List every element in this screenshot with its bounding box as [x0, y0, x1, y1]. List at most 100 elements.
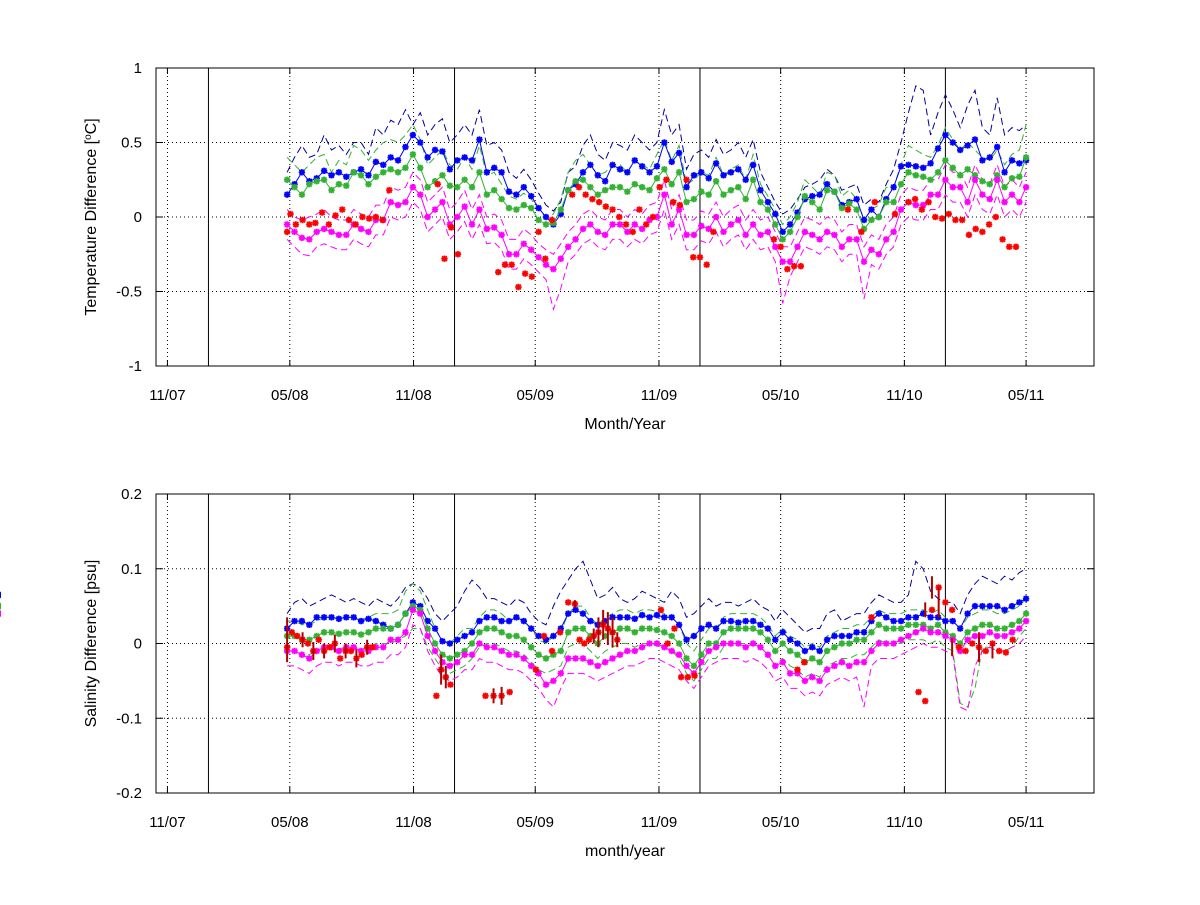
data-point: [735, 184, 742, 191]
data-point: [720, 172, 727, 179]
marker-stroke: [1012, 243, 1020, 250]
data-point: [298, 234, 306, 242]
marker-stroke: [964, 199, 971, 206]
marker-stroke: [576, 636, 583, 643]
data-point: [402, 198, 409, 206]
data-series: [283, 131, 1030, 236]
marker-stroke: [550, 651, 557, 658]
marker-stroke: [540, 632, 548, 640]
data-point: [905, 621, 912, 629]
marker-stroke: [468, 221, 476, 228]
marker-stroke: [934, 191, 942, 198]
data-point: [735, 216, 742, 224]
marker-stroke: [1001, 625, 1008, 632]
data-point: [339, 206, 346, 213]
marker-stroke: [1023, 610, 1030, 617]
marker-stroke: [409, 132, 416, 139]
marker-stroke: [498, 231, 505, 238]
data-point: [454, 184, 461, 191]
marker-stroke: [986, 629, 993, 636]
data-point: [638, 611, 646, 619]
data-point: [513, 632, 520, 640]
salinity-panel: 11/07 05/08 11/08 05/09 11/09 05/10 11/10 05/11…: [0, 486, 1095, 860]
data-point: [942, 157, 949, 164]
data-point: [387, 625, 394, 632]
data-point: [298, 651, 306, 658]
marker-stroke: [328, 228, 335, 235]
data-point: [298, 169, 306, 176]
data-point: [335, 231, 343, 239]
data-point: [698, 658, 705, 666]
data-point: [942, 176, 949, 183]
marker-stroke: [565, 599, 572, 606]
data-point: [934, 629, 942, 636]
marker-stroke: [676, 621, 683, 628]
marker-stroke: [986, 154, 993, 161]
marker-stroke: [927, 160, 934, 167]
marker-stroke: [321, 167, 328, 174]
data-point: [779, 640, 786, 647]
data-point: [446, 655, 454, 662]
marker-stroke: [668, 632, 675, 640]
marker-stroke: [646, 640, 653, 647]
marker-stroke: [542, 636, 550, 643]
marker-stroke: [720, 228, 727, 235]
marker-stroke: [616, 166, 623, 173]
marker-stroke: [668, 158, 675, 165]
data-point: [335, 647, 343, 655]
marker-stroke: [972, 225, 979, 232]
data-point: [446, 640, 454, 647]
data-point: [934, 621, 942, 629]
marker-stroke: [871, 199, 878, 206]
marker-stroke: [575, 184, 582, 191]
marker-stroke: [779, 258, 786, 265]
marker-stroke: [979, 157, 986, 164]
data-point: [915, 688, 922, 696]
envelope-line: [286, 193, 1027, 312]
marker-stroke: [942, 618, 949, 625]
data-point: [956, 184, 964, 191]
data-point: [690, 662, 698, 670]
marker-stroke: [294, 632, 301, 640]
data-point: [979, 632, 986, 640]
marker-stroke: [1001, 169, 1008, 176]
marker-stroke: [965, 231, 972, 238]
marker-stroke: [631, 629, 638, 636]
data-point: [572, 606, 579, 614]
y-axis-label: Salinity Difference [psu]: [83, 560, 100, 728]
marker-stroke: [905, 614, 912, 621]
data-point: [616, 651, 624, 658]
data-point: [949, 184, 956, 191]
data-point: [938, 215, 946, 222]
data-point: [661, 191, 668, 198]
marker-stroke: [1023, 618, 1030, 625]
data-point: [727, 625, 735, 632]
marker-stroke: [395, 157, 402, 164]
data-point: [299, 216, 306, 224]
marker-stroke: [335, 169, 342, 176]
data-point: [784, 265, 791, 273]
marker-stroke: [735, 184, 742, 191]
data-point: [757, 198, 764, 206]
marker-stroke: [927, 629, 934, 636]
data-point: [638, 184, 646, 191]
data-point: [749, 161, 757, 169]
data-point: [283, 221, 291, 228]
data-point: [550, 677, 557, 685]
data-point: [816, 206, 823, 213]
data-point: [905, 169, 912, 176]
data-point: [365, 629, 372, 636]
data-point: [624, 228, 631, 236]
data-point: [520, 184, 528, 191]
data-point: [636, 206, 643, 213]
marker-stroke: [291, 618, 298, 625]
marker-stroke: [1008, 621, 1016, 628]
x-tick-label: 11/09: [641, 387, 677, 404]
data-point: [587, 658, 594, 666]
marker-stroke: [905, 632, 912, 640]
data-point: [312, 219, 319, 227]
data-point: [498, 169, 505, 176]
data-point: [325, 221, 333, 228]
data-point: [579, 169, 587, 176]
data-point: [601, 186, 609, 194]
